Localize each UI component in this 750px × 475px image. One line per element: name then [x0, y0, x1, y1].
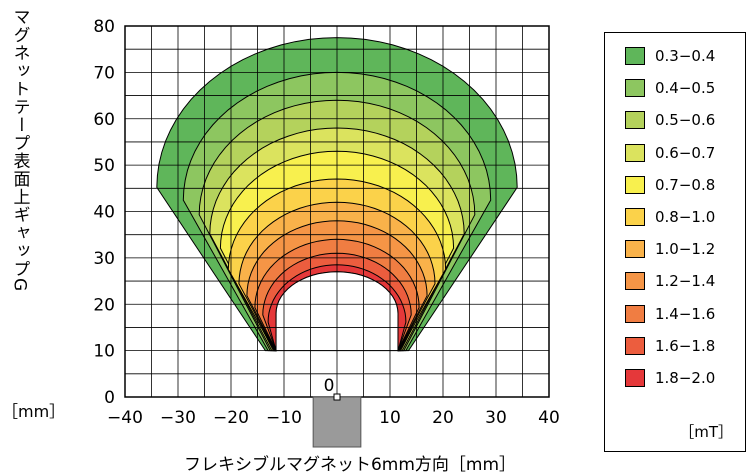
x-tick-label: 10 — [379, 408, 401, 428]
x-tick-label: −40 — [107, 408, 143, 428]
legend-swatch — [625, 369, 645, 387]
y-tick-label: 70 — [93, 63, 115, 83]
legend-label: 1.8−2.0 — [655, 369, 716, 387]
legend-label: 0.4−0.5 — [655, 79, 716, 98]
legend-item: 1.6−1.8 — [625, 335, 715, 357]
legend-swatch — [625, 143, 645, 162]
legend-unit: ［mT］ — [679, 423, 733, 441]
x-tick-label: 40 — [538, 408, 560, 428]
x-tick-label: −10 — [266, 408, 302, 428]
legend-item: 1.0−1.2 — [625, 238, 715, 260]
y-tick-label: 0 — [104, 388, 115, 408]
legend-swatch — [625, 336, 645, 355]
x-axis-ticks: −40 −30 −20 −10 10 20 30 40 — [107, 408, 560, 428]
legend-swatch — [625, 111, 645, 130]
legend-label: 0.7−0.8 — [655, 175, 716, 194]
x-axis-label: フレキシブルマグネット6mm方向［mm］ — [183, 455, 517, 475]
legend-swatch — [625, 175, 645, 194]
legend-item: 0.3−0.4 — [625, 45, 715, 67]
legend-item: 0.8−1.0 — [625, 206, 715, 228]
x-tick-label: 20 — [432, 408, 454, 428]
legend-label: 1.2−1.4 — [655, 272, 716, 291]
y-tick-label: 30 — [93, 249, 115, 269]
y-tick-label: 50 — [93, 156, 115, 176]
y-axis-ticks: 0 10 20 30 40 50 60 70 80 — [93, 17, 115, 408]
legend-swatch — [625, 47, 645, 65]
legend-swatch — [625, 208, 645, 226]
legend-item: 0.6−0.7 — [625, 142, 715, 164]
legend-item: 1.8−2.0 — [625, 367, 715, 389]
origin-marker — [333, 393, 341, 401]
legend-label: 0.3−0.4 — [655, 47, 716, 65]
legend-label: 0.5−0.6 — [655, 111, 716, 130]
legend-label: 1.4−1.6 — [655, 304, 716, 323]
legend-label: 1.6−1.8 — [655, 336, 716, 355]
y-tick-label: 20 — [93, 295, 115, 315]
legend-item: 1.4−1.6 — [625, 303, 715, 325]
legend-item: 0.7−0.8 — [625, 174, 715, 196]
legend-item: 0.5−0.6 — [625, 109, 715, 131]
y-tick-label: 40 — [93, 203, 115, 223]
legend-item: 0.4−0.5 — [625, 77, 715, 99]
y-tick-label: 80 — [93, 17, 115, 37]
magnet-block: 0 — [312, 376, 362, 448]
y-axis-label-wrap: マグネットテープ表面上ギャップG — [6, 8, 34, 292]
y-tick-label: 10 — [93, 342, 115, 362]
chart-grid — [125, 26, 549, 397]
legend-label: 1.0−1.2 — [655, 240, 716, 259]
legend-item: 1.2−1.4 — [625, 270, 715, 292]
legend-label: 0.8−1.0 — [655, 208, 716, 226]
legend-swatch — [625, 272, 645, 291]
legend: 0.3−0.4 0.4−0.5 0.5−0.6 0.6−0.7 0.7−0.8 0.8−1… — [604, 32, 746, 452]
legend-label: 0.6−0.7 — [655, 143, 716, 162]
y-axis-unit: ［mm］ — [2, 402, 66, 421]
legend-swatch — [625, 240, 645, 259]
x-tick-label: 30 — [485, 408, 507, 428]
magnet-rect — [312, 396, 362, 448]
origin-label: 0 — [324, 376, 335, 396]
legend-swatch — [625, 79, 645, 98]
y-axis-label: マグネットテープ表面上ギャップG — [9, 8, 30, 293]
x-tick-label: −30 — [160, 408, 196, 428]
legend-swatch — [625, 304, 645, 323]
y-tick-label: 60 — [93, 110, 115, 130]
x-tick-label: −20 — [213, 408, 249, 428]
